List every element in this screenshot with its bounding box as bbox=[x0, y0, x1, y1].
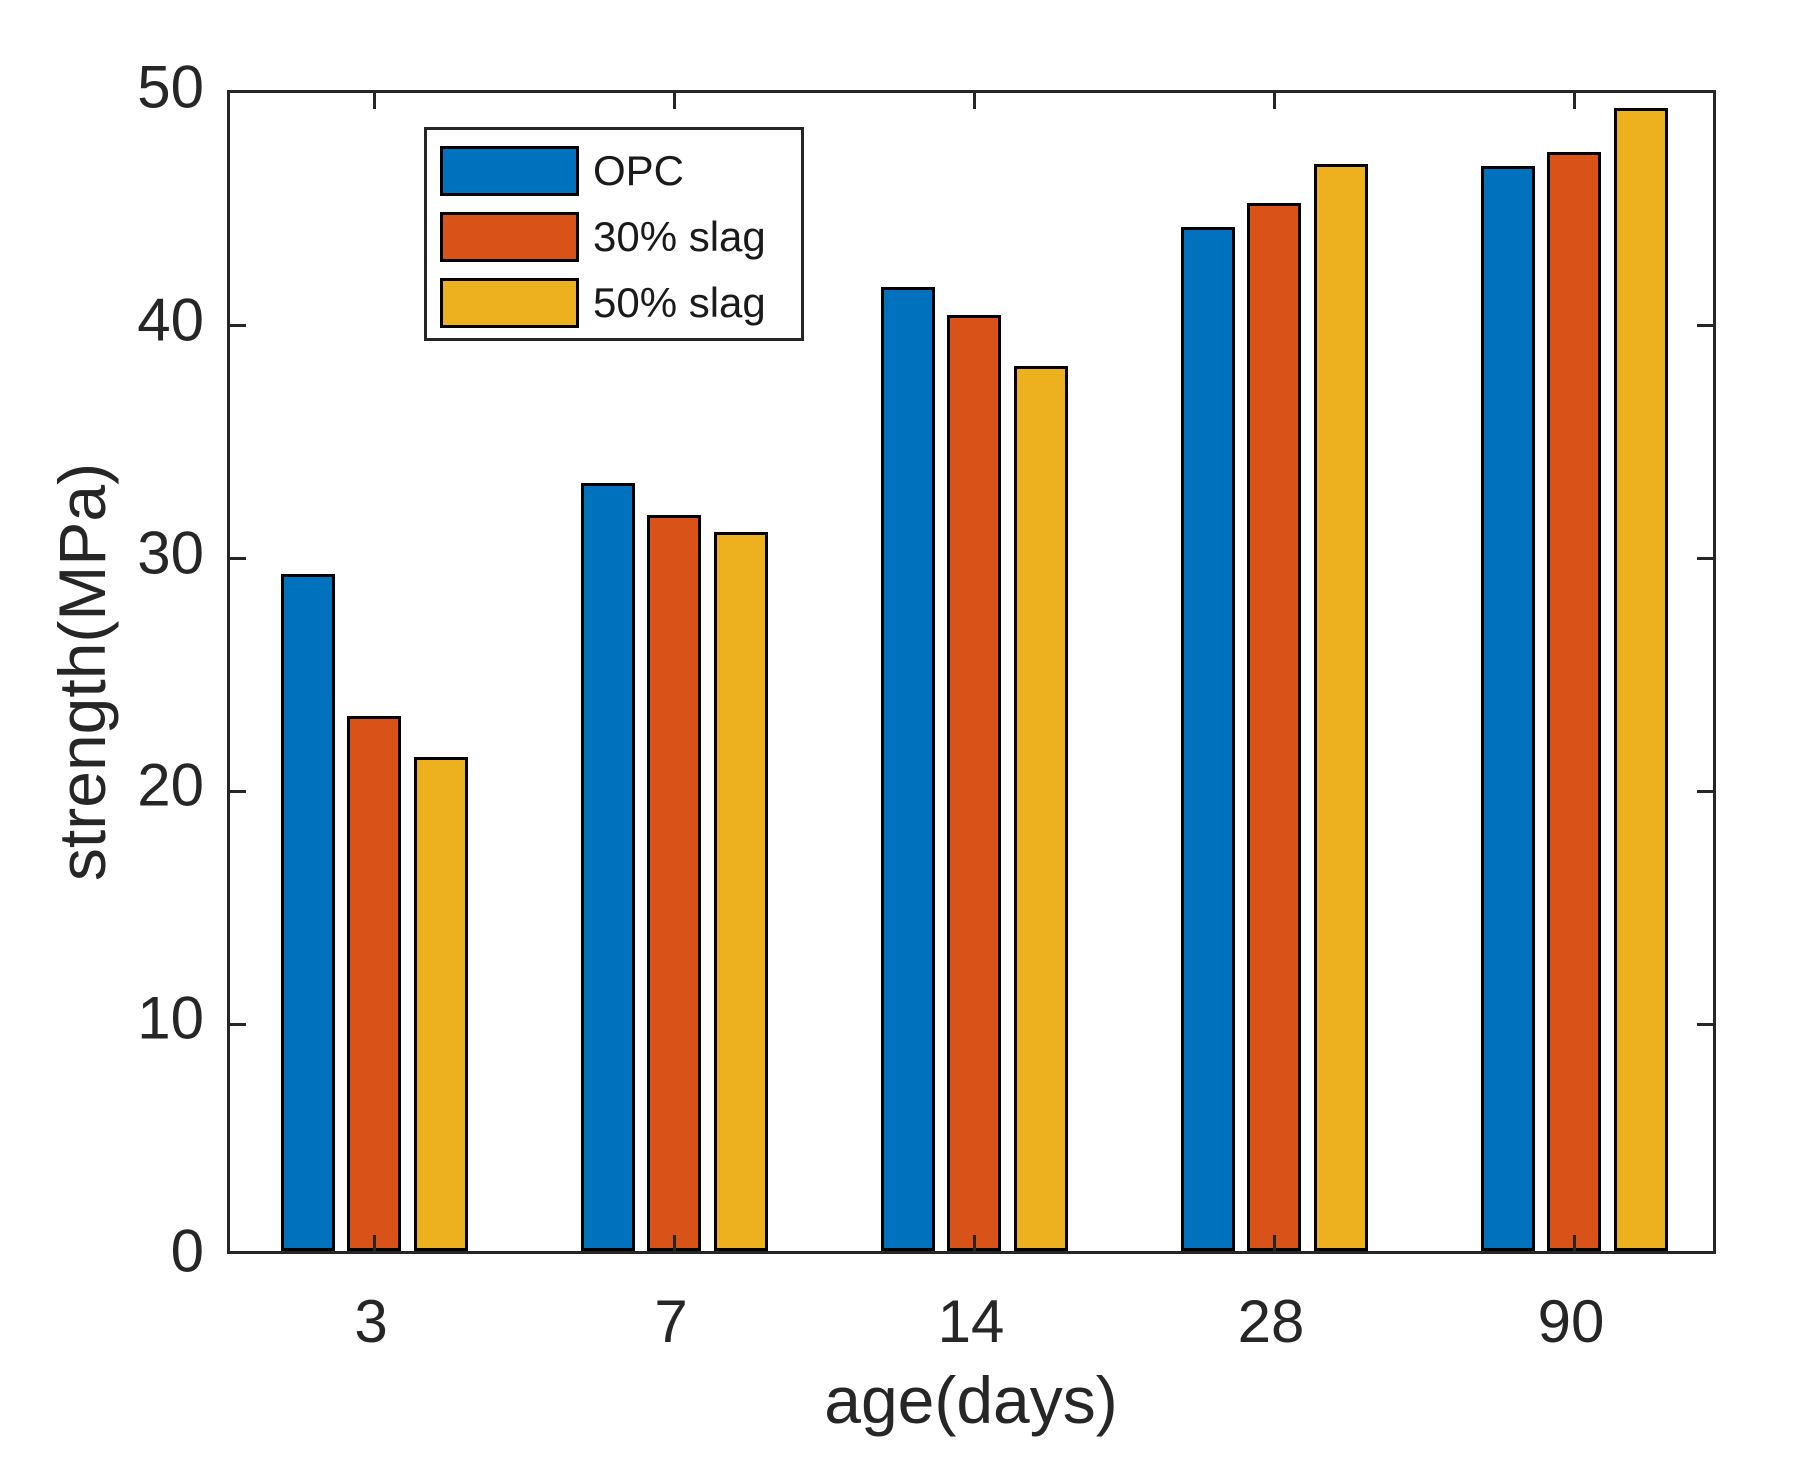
bar-50-slag bbox=[413, 757, 468, 1251]
legend: OPC 30% slag 50% slag bbox=[424, 127, 804, 341]
x-tick-label: 28 bbox=[1237, 1288, 1305, 1355]
y-tick-mark bbox=[1697, 789, 1713, 793]
x-tick-mark bbox=[972, 93, 976, 109]
bar-opc bbox=[280, 573, 335, 1251]
bar-30-slag bbox=[947, 315, 1001, 1251]
x-tick-mark bbox=[972, 1235, 976, 1251]
bar-opc bbox=[880, 287, 935, 1251]
y-tick-mark bbox=[230, 324, 246, 328]
x-tick-label: 14 bbox=[937, 1288, 1005, 1355]
legend-swatch bbox=[440, 146, 579, 196]
legend-label: OPC bbox=[593, 147, 685, 194]
y-tick-mark bbox=[230, 789, 246, 793]
x-axis-label: age(days) bbox=[824, 1363, 1118, 1437]
bar-50-slag bbox=[1613, 107, 1668, 1251]
legend-item: 30% slag bbox=[440, 212, 801, 262]
x-tick-mark bbox=[672, 93, 676, 109]
bar-30-slag bbox=[347, 715, 401, 1251]
x-tick-label: 3 bbox=[354, 1288, 388, 1355]
y-tick-mark bbox=[230, 1022, 246, 1026]
y-tick-label: 10 bbox=[137, 984, 204, 1052]
bar-30-slag bbox=[1547, 152, 1601, 1251]
x-tick-mark bbox=[672, 1235, 676, 1251]
x-tick-label: 90 bbox=[1537, 1288, 1605, 1355]
legend-item: OPC bbox=[440, 146, 801, 196]
x-tick-mark bbox=[1572, 93, 1576, 109]
bar-opc bbox=[1480, 166, 1535, 1251]
x-tick-mark bbox=[372, 1235, 376, 1251]
y-tick-label: 50 bbox=[137, 53, 204, 121]
legend-item: 50% slag bbox=[440, 278, 801, 328]
y-tick-mark bbox=[1697, 1022, 1713, 1026]
bar-50-slag bbox=[713, 531, 768, 1251]
y-tick-mark bbox=[230, 557, 246, 561]
x-tick-label: 7 bbox=[654, 1288, 688, 1355]
x-tick-mark bbox=[372, 93, 376, 109]
y-tick-mark bbox=[1697, 557, 1713, 561]
bar-30-slag bbox=[647, 515, 701, 1251]
y-tick-label: 20 bbox=[137, 751, 204, 819]
y-tick-label: 30 bbox=[137, 519, 204, 587]
legend-label: 50% slag bbox=[593, 279, 766, 326]
y-tick-label: 0 bbox=[170, 1217, 204, 1285]
bar-50-slag bbox=[1313, 163, 1368, 1251]
bar-opc bbox=[1180, 226, 1235, 1251]
x-tick-mark bbox=[1272, 93, 1276, 109]
legend-label: 30% slag bbox=[593, 213, 766, 260]
x-tick-mark bbox=[1572, 1235, 1576, 1251]
plot-area bbox=[227, 90, 1716, 1254]
y-tick-label: 40 bbox=[137, 286, 204, 354]
legend-swatch bbox=[440, 278, 579, 328]
bar-opc bbox=[580, 482, 635, 1251]
x-tick-mark bbox=[1272, 1235, 1276, 1251]
legend-swatch bbox=[440, 212, 579, 262]
bar-50-slag bbox=[1013, 366, 1068, 1251]
bar-30-slag bbox=[1247, 203, 1301, 1251]
y-tick-mark bbox=[1697, 324, 1713, 328]
